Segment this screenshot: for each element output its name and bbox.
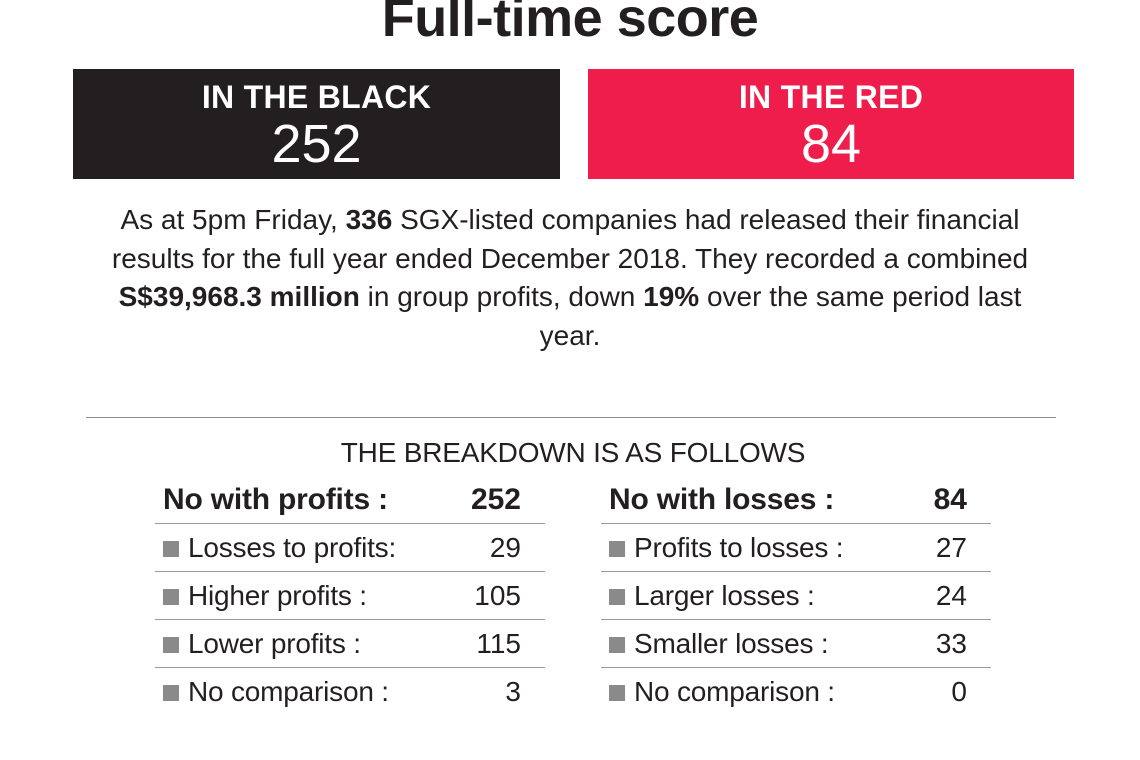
table-row: No comparison : 0 xyxy=(601,668,991,716)
bullet-square-icon xyxy=(609,589,625,605)
bullet-square-icon xyxy=(163,589,179,605)
row-label: Higher profits : xyxy=(188,580,367,611)
in-the-black-value: 252 xyxy=(271,114,362,174)
row-value: 115 xyxy=(476,628,521,659)
table-row: Higher profits : 105 xyxy=(155,572,545,620)
table-row: Larger losses : 24 xyxy=(601,572,991,620)
breakdown-title: THE BREAKDOWN IS AS FOLLOWS xyxy=(340,437,806,468)
bullet-square-icon xyxy=(163,637,179,653)
summary-text-2: SGX-listed companies had released their … xyxy=(111,204,1029,274)
bullet-square-icon xyxy=(163,685,179,701)
summary-text-3: in group profits, down xyxy=(359,281,644,312)
in-the-red-value: 84 xyxy=(800,114,862,174)
section-divider xyxy=(86,417,1056,418)
row-label: Profits to losses : xyxy=(634,532,844,563)
table-row: Lower profits : 115 xyxy=(155,620,545,668)
profits-table: No with profits : 252 Losses to profits:… xyxy=(155,476,545,716)
table-row: Profits to losses : 27 xyxy=(601,524,991,572)
summary-profit-total: S$39,968.3 million xyxy=(118,281,360,312)
in-the-red-label: IN THE RED xyxy=(738,79,924,115)
table-row: Smaller losses : 33 xyxy=(601,620,991,668)
summary-paragraph: As at 5pm Friday, 336 SGX-listed compani… xyxy=(90,201,1050,355)
losses-header-row: No with losses : 84 xyxy=(601,476,991,524)
row-value: 0 xyxy=(951,676,967,707)
row-value: 105 xyxy=(474,580,521,611)
in-the-black-label: IN THE BLACK xyxy=(201,79,432,115)
summary-company-count: 336 xyxy=(345,204,393,235)
summary-text-1: As at 5pm Friday, xyxy=(120,204,346,235)
row-label: Lower profits : xyxy=(188,628,361,659)
row-value: 3 xyxy=(505,676,521,707)
row-label: Smaller losses : xyxy=(634,628,829,659)
bullet-square-icon xyxy=(609,541,625,557)
table-row: No comparison : 3 xyxy=(155,668,545,716)
in-the-black-box: IN THE BLACK 252 xyxy=(73,69,560,179)
row-value: 29 xyxy=(489,532,521,563)
row-label: Larger losses : xyxy=(634,580,815,611)
summary-percent-change: 19% xyxy=(643,281,700,312)
row-label: Losses to profits: xyxy=(188,532,397,563)
bullet-square-icon xyxy=(609,637,625,653)
in-the-red-box: IN THE RED 84 xyxy=(588,69,1074,179)
bullet-square-icon xyxy=(609,685,625,701)
row-value: 27 xyxy=(935,532,967,563)
row-label: No comparison : xyxy=(634,676,835,707)
profits-header-row: No with profits : 252 xyxy=(155,476,545,524)
losses-header-label: No with losses : xyxy=(609,483,835,516)
profits-header-label: No with profits : xyxy=(163,483,388,516)
row-label: No comparison : xyxy=(188,676,389,707)
losses-header-value: 84 xyxy=(933,483,967,516)
page-title: Full-time score xyxy=(381,0,759,48)
summary-text-4: over the same period last year. xyxy=(539,281,1022,351)
table-row: Losses to profits: 29 xyxy=(155,524,545,572)
bullet-square-icon xyxy=(163,541,179,557)
profits-header-value: 252 xyxy=(470,483,521,516)
losses-table: No with losses : 84 Profits to losses : … xyxy=(601,476,991,716)
row-value: 24 xyxy=(935,580,967,611)
row-value: 33 xyxy=(935,628,967,659)
